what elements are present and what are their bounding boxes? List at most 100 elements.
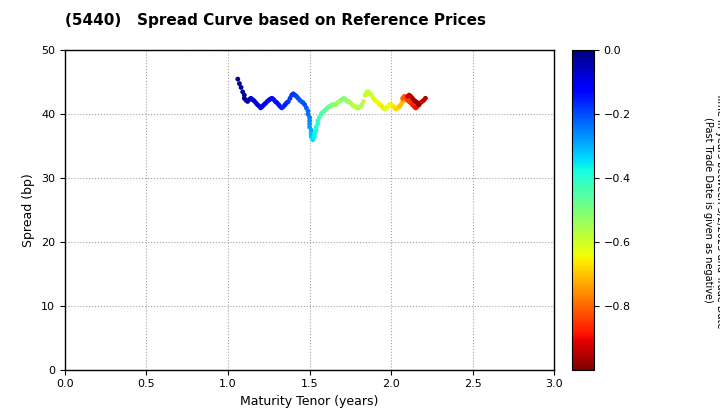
Point (260, 100, 271, 107)
Point (253, 102, 265, 109)
Point (398, 93, 410, 100)
Point (255, 105, 266, 111)
Point (348, 102, 359, 109)
Point (305, 133, 317, 140)
Point (408, 97, 420, 104)
Point (390, 106, 402, 113)
Point (413, 101, 425, 108)
Point (385, 101, 397, 108)
Point (354, 103, 366, 110)
Point (364, 90, 376, 97)
Y-axis label: Spread (bp): Spread (bp) (22, 173, 35, 247)
Point (289, 92, 301, 98)
Point (397, 95, 408, 102)
Point (377, 105, 389, 111)
Point (379, 106, 390, 113)
Point (410, 105, 421, 111)
Point (345, 100, 356, 106)
Point (315, 111, 327, 118)
Point (410, 98, 421, 105)
Point (318, 108, 330, 114)
Point (376, 102, 387, 109)
Point (405, 93, 417, 100)
Point (327, 101, 338, 108)
Point (294, 97, 305, 104)
Y-axis label: Time in years between 5/2/2025 and Trade Date
(Past Trade Date is given as negat: Time in years between 5/2/2025 and Trade… (703, 92, 720, 328)
Point (408, 102, 420, 109)
Point (263, 97, 274, 104)
Point (304, 123, 315, 130)
Point (366, 92, 377, 98)
Point (279, 101, 291, 108)
Point (307, 135, 319, 142)
Point (309, 133, 320, 140)
Point (314, 114, 325, 121)
Point (299, 101, 310, 108)
Point (291, 93, 302, 100)
Point (356, 101, 368, 108)
Point (297, 100, 309, 106)
Point (240, 97, 252, 104)
Point (420, 95, 431, 102)
Point (312, 121, 323, 127)
Point (320, 106, 332, 113)
Point (400, 95, 412, 102)
Point (403, 98, 415, 105)
Point (405, 100, 417, 106)
Point (372, 100, 384, 106)
Text: (5440)   Spread Curve based on Reference Prices: (5440) Spread Curve based on Reference P… (65, 13, 486, 28)
Point (415, 100, 426, 106)
Point (304, 121, 315, 127)
Point (416, 98, 428, 105)
Point (412, 100, 423, 106)
Point (268, 96, 279, 103)
Point (305, 127, 317, 134)
Point (363, 89, 374, 95)
Point (325, 102, 336, 109)
Point (410, 105, 421, 111)
Point (269, 98, 281, 105)
Point (395, 101, 407, 108)
Point (286, 92, 297, 98)
Point (245, 95, 256, 102)
Point (402, 93, 413, 100)
Point (400, 95, 412, 102)
Point (361, 89, 372, 95)
Point (323, 103, 335, 110)
Point (382, 103, 394, 110)
Point (403, 98, 415, 105)
Point (261, 98, 273, 105)
Point (266, 95, 278, 102)
Point (374, 101, 385, 108)
Point (238, 92, 250, 98)
Point (296, 98, 307, 105)
Point (328, 101, 340, 108)
Point (336, 96, 348, 103)
Point (405, 100, 417, 106)
Point (333, 98, 345, 105)
Point (307, 135, 319, 142)
Point (381, 105, 392, 111)
Point (330, 101, 341, 108)
Point (341, 98, 353, 105)
Point (235, 84, 247, 91)
Point (292, 95, 304, 102)
Point (310, 123, 322, 130)
Point (243, 96, 255, 103)
Point (335, 97, 346, 104)
Point (359, 92, 371, 98)
Point (305, 131, 317, 138)
Point (251, 101, 263, 108)
Point (309, 130, 320, 137)
Point (256, 103, 268, 110)
Point (307, 136, 319, 143)
Point (238, 95, 250, 102)
Point (402, 97, 413, 104)
Point (353, 105, 364, 111)
Point (384, 101, 395, 108)
Point (389, 105, 400, 111)
Point (402, 96, 413, 103)
Point (271, 100, 283, 106)
Point (349, 103, 361, 110)
Point (403, 92, 415, 98)
